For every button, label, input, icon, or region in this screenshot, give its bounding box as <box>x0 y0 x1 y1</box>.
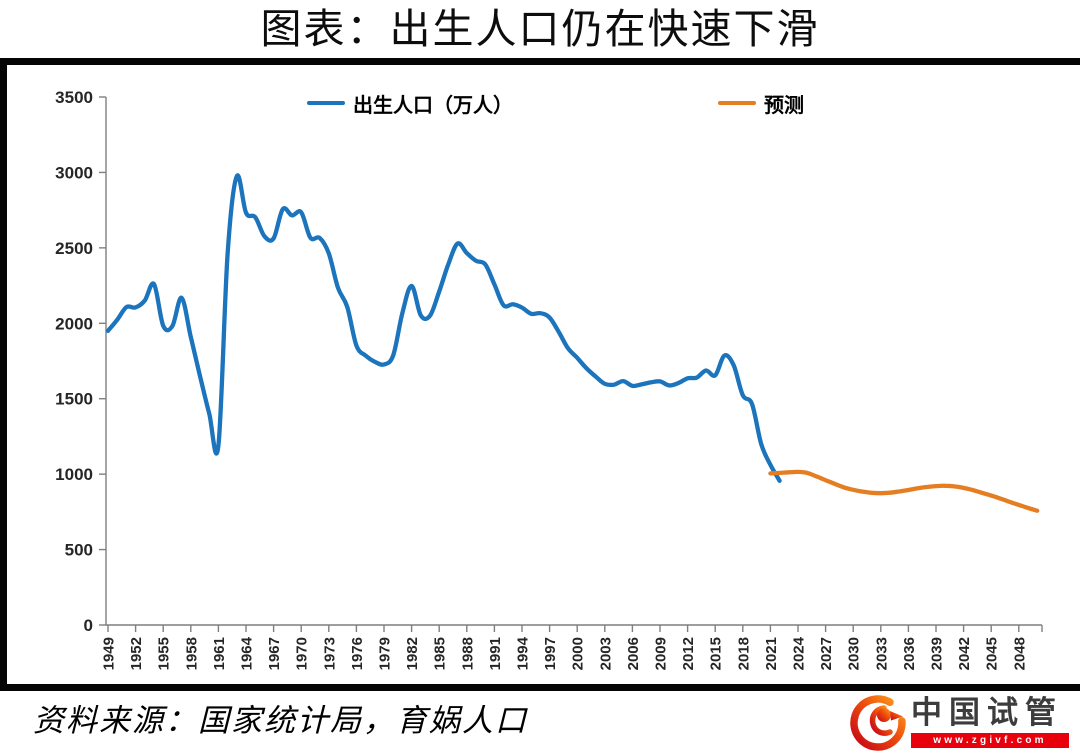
x-tick-label: 1979 <box>377 637 394 670</box>
x-tick-label: 1976 <box>349 637 366 670</box>
x-tick-label: 2015 <box>708 637 725 670</box>
phoenix-icon <box>850 695 906 751</box>
x-tick-label: 1973 <box>321 637 338 670</box>
x-tick-label: 2030 <box>846 637 863 670</box>
x-tick-label: 2036 <box>901 637 918 670</box>
x-tick-label: 2018 <box>735 637 752 670</box>
x-tick-label: 1994 <box>515 636 532 670</box>
x-axis-ticks: 1949 1952 1955 1958 1961 1964 1967 1970 1973 1976… <box>101 625 1043 670</box>
y-tick-label: 2000 <box>55 314 93 333</box>
axes-lines <box>105 97 1042 626</box>
brand-website: www.zgivf.com <box>933 734 1047 746</box>
y-tick-label: 3500 <box>55 88 93 107</box>
x-tick-label: 1952 <box>128 637 145 670</box>
forecast-series-swatch-icon <box>718 101 756 105</box>
left-border-strip <box>0 58 7 691</box>
actual-series-line <box>105 173 782 483</box>
top-divider-bar <box>0 58 1080 65</box>
y-tick-label: 1000 <box>55 465 93 484</box>
bottom-divider-bar <box>0 684 1080 691</box>
legend-label-forecast: 预测 <box>764 94 804 117</box>
page-title: 图表：出生人口仍在快速下滑 <box>260 5 820 53</box>
x-tick-label: 2039 <box>929 637 946 670</box>
x-tick-label: 1961 <box>211 637 228 670</box>
x-tick-label: 2006 <box>625 637 642 670</box>
x-tick-label: 2003 <box>597 637 614 670</box>
brand-block: 中国试管 www.zgivf.com <box>848 689 1076 753</box>
legend-item-actual: 出生人口（万人） <box>307 92 513 117</box>
legend-label-actual: 出生人口（万人） <box>353 94 513 117</box>
x-tick-label: 2021 <box>763 637 780 670</box>
brand-url-bar: www.zgivf.com <box>911 732 1069 748</box>
actual-series-swatch-icon <box>307 101 345 105</box>
forecast-series-line <box>768 469 1040 513</box>
x-tick-label: 2009 <box>653 637 670 670</box>
x-tick-label: 1970 <box>294 637 311 670</box>
y-tick-label: 500 <box>65 541 93 560</box>
brand-name: 中国试管 <box>911 694 1063 730</box>
x-tick-label: 1997 <box>542 637 559 670</box>
brand-text-column: 中国试管 www.zgivf.com <box>911 695 1069 748</box>
x-tick-label: 2000 <box>570 637 587 670</box>
x-tick-label: 1958 <box>183 637 200 670</box>
x-tick-label: 2033 <box>873 637 890 670</box>
y-tick-label: 2500 <box>55 239 93 258</box>
y-tick-label: 1500 <box>55 390 93 409</box>
y-tick-label: 0 <box>84 616 93 635</box>
x-tick-label: 1949 <box>101 637 118 670</box>
x-tick-label: 1985 <box>432 637 449 670</box>
legend-item-forecast: 预测 <box>718 92 804 117</box>
x-tick-label: 2024 <box>791 636 808 670</box>
y-tick-label: 3000 <box>55 163 93 182</box>
x-tick-label: 1988 <box>459 637 476 670</box>
source-note: 资料来源：国家统计局，育娲人口 <box>33 703 528 739</box>
x-tick-label: 1964 <box>239 636 256 670</box>
x-tick-label: 1991 <box>487 637 504 670</box>
x-tick-label: 2012 <box>680 637 697 670</box>
x-tick-label: 2048 <box>1011 637 1028 670</box>
y-axis-ticks: 0 500 1000 1500 2000 2500 3000 3500 <box>55 88 106 635</box>
x-tick-label: 2027 <box>818 637 835 670</box>
x-tick-label: 1982 <box>404 637 421 670</box>
x-tick-label: 1955 <box>156 637 173 670</box>
x-tick-label: 2042 <box>956 637 973 670</box>
x-tick-label: 1967 <box>266 637 283 670</box>
x-tick-label: 2045 <box>984 637 1001 670</box>
